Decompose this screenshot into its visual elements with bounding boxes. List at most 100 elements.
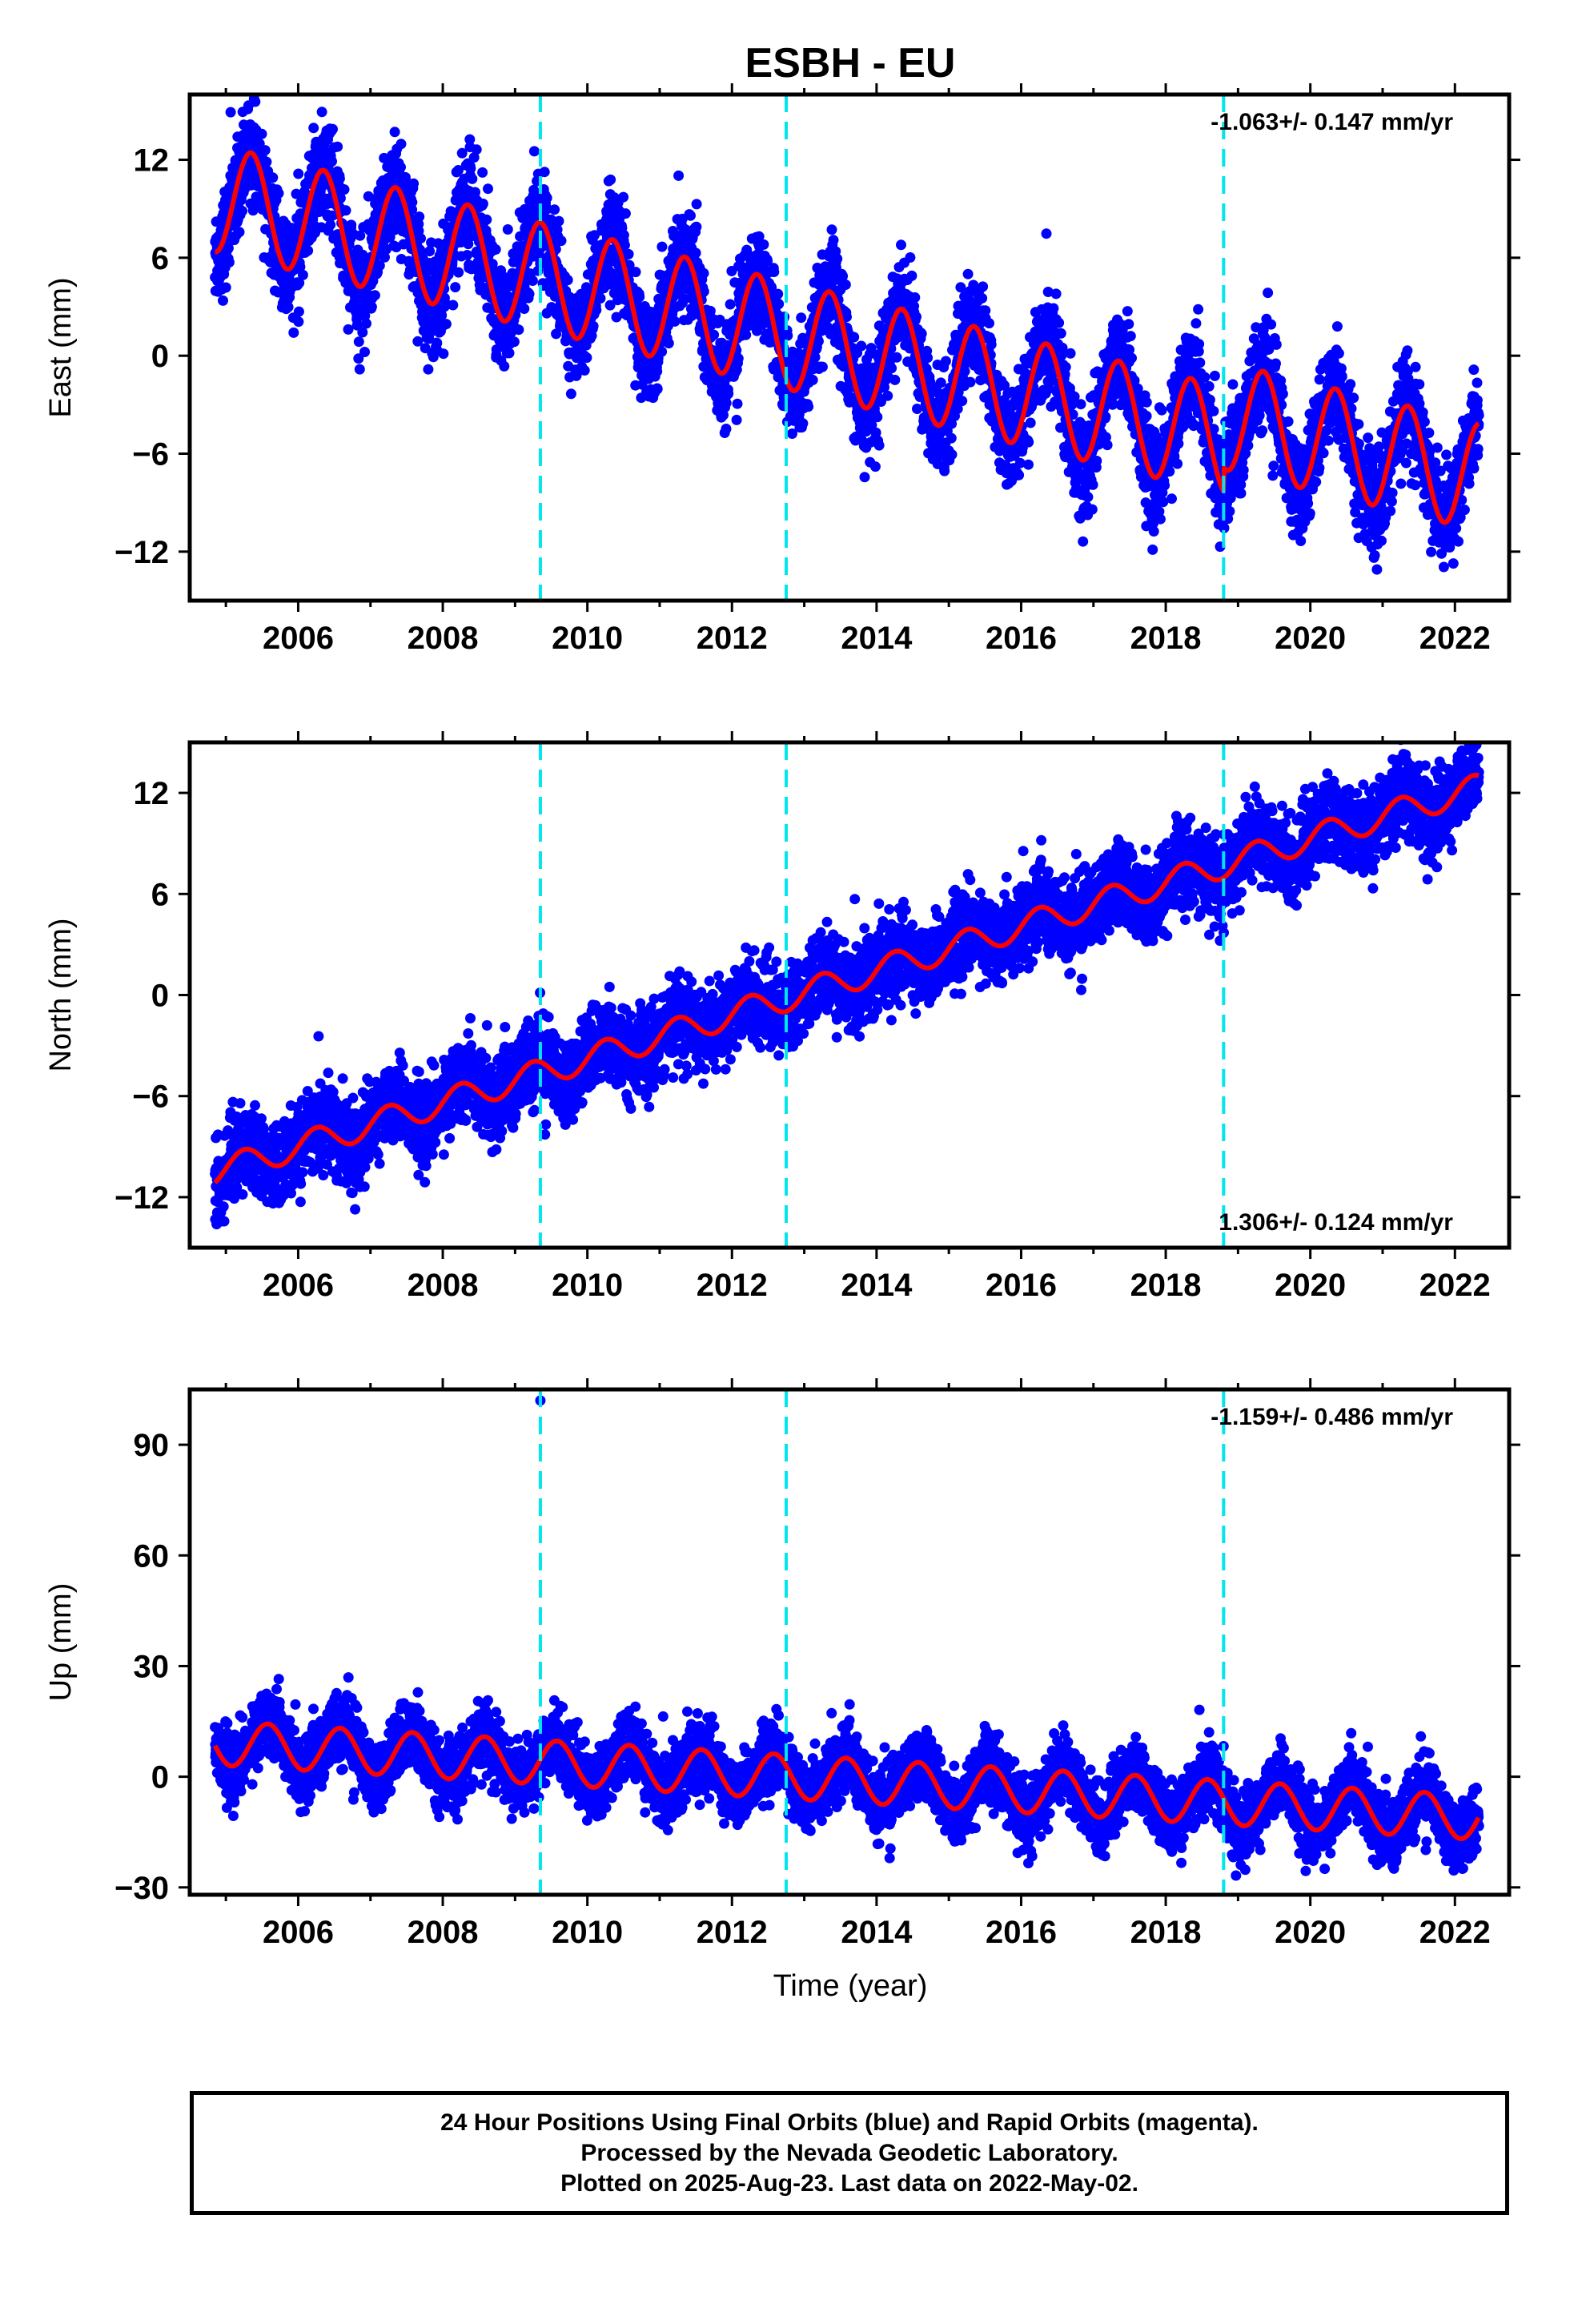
position-point xyxy=(618,230,629,241)
position-point xyxy=(604,300,616,311)
position-point xyxy=(685,210,696,221)
position-point xyxy=(1203,380,1215,392)
position-point xyxy=(346,219,357,231)
position-point xyxy=(663,338,674,349)
position-point xyxy=(725,299,736,310)
position-point xyxy=(295,261,306,272)
position-point xyxy=(527,275,538,286)
position-point xyxy=(856,340,867,352)
position-point xyxy=(1014,469,1025,480)
position-point xyxy=(353,353,364,364)
position-point xyxy=(423,364,434,375)
position-point xyxy=(490,244,501,255)
position-point xyxy=(462,250,473,260)
position-point xyxy=(499,360,510,372)
position-point xyxy=(513,324,524,336)
position-point xyxy=(911,312,921,323)
position-point xyxy=(463,239,474,250)
position-point xyxy=(464,134,476,145)
position-point xyxy=(588,320,599,332)
panel-east: 2006 2008 2010 2012 2014 2016 2018 2020 2022−12−… xyxy=(44,83,1520,656)
position-point xyxy=(502,224,513,235)
position-point xyxy=(389,127,400,138)
position-point xyxy=(407,204,418,215)
position-point xyxy=(288,327,299,338)
position-point xyxy=(581,352,592,364)
position-point xyxy=(1204,394,1215,405)
position-point xyxy=(782,330,793,341)
position-point xyxy=(733,353,744,364)
position-point xyxy=(553,215,564,227)
position-point xyxy=(1224,505,1235,517)
position-point xyxy=(539,167,550,178)
position-point xyxy=(340,205,351,216)
position-point xyxy=(698,267,709,279)
position-point xyxy=(369,290,380,301)
position-point xyxy=(273,187,284,199)
position-point xyxy=(955,282,966,293)
position-point xyxy=(591,304,602,316)
position-point xyxy=(803,401,814,412)
position-point xyxy=(440,319,452,330)
position-point xyxy=(620,208,631,219)
position-point xyxy=(946,449,958,460)
position-point xyxy=(691,221,702,232)
position-point xyxy=(1154,513,1166,525)
position-point xyxy=(334,173,345,184)
figure-title: ESBH - EU xyxy=(745,40,956,86)
position-point xyxy=(379,251,390,263)
position-point xyxy=(916,328,927,340)
position-point xyxy=(477,167,488,178)
position-point xyxy=(986,339,997,350)
position-point xyxy=(896,239,906,251)
position-point xyxy=(1147,544,1158,555)
position-point xyxy=(297,269,308,280)
position-point xyxy=(293,168,304,179)
position-point xyxy=(1065,348,1076,359)
position-point xyxy=(294,277,305,288)
position-point xyxy=(477,199,488,209)
position-point xyxy=(259,145,271,156)
position-point xyxy=(354,364,365,375)
position-point xyxy=(922,352,934,364)
position-point xyxy=(589,230,600,241)
position-point xyxy=(779,312,790,323)
position-point xyxy=(872,412,883,423)
position-point xyxy=(807,375,818,385)
position-point xyxy=(396,162,406,173)
position-point xyxy=(634,292,645,303)
position-point xyxy=(359,347,370,357)
position-point xyxy=(1141,396,1152,408)
position-point xyxy=(1078,536,1089,547)
position-point xyxy=(374,260,385,271)
position-point xyxy=(549,204,560,215)
position-point xyxy=(524,288,535,300)
position-point xyxy=(508,336,520,348)
position-point xyxy=(519,304,530,314)
position-point xyxy=(1102,440,1113,451)
position-point xyxy=(1191,318,1202,329)
position-point xyxy=(758,239,769,250)
position-point xyxy=(891,352,902,363)
position-point xyxy=(623,248,634,259)
position-point xyxy=(453,267,464,278)
position-point xyxy=(652,366,663,377)
position-point xyxy=(773,288,784,300)
position-point xyxy=(1166,493,1177,505)
position-point xyxy=(244,83,255,94)
position-point xyxy=(1054,317,1065,328)
position-point xyxy=(234,227,245,238)
position-point xyxy=(732,398,743,409)
position-point xyxy=(436,310,448,321)
position-point xyxy=(483,183,493,195)
position-point xyxy=(595,293,606,304)
position-point xyxy=(832,253,843,264)
position-point xyxy=(1195,357,1206,368)
plot-area xyxy=(210,83,1484,575)
position-point xyxy=(1023,436,1034,448)
position-point xyxy=(481,214,492,225)
position-point xyxy=(1156,404,1167,416)
position-point xyxy=(351,320,363,331)
position-point xyxy=(308,123,319,134)
